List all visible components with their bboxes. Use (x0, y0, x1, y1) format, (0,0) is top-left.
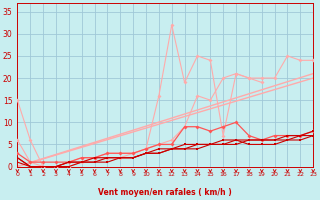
X-axis label: Vent moyen/en rafales ( km/h ): Vent moyen/en rafales ( km/h ) (99, 188, 232, 197)
